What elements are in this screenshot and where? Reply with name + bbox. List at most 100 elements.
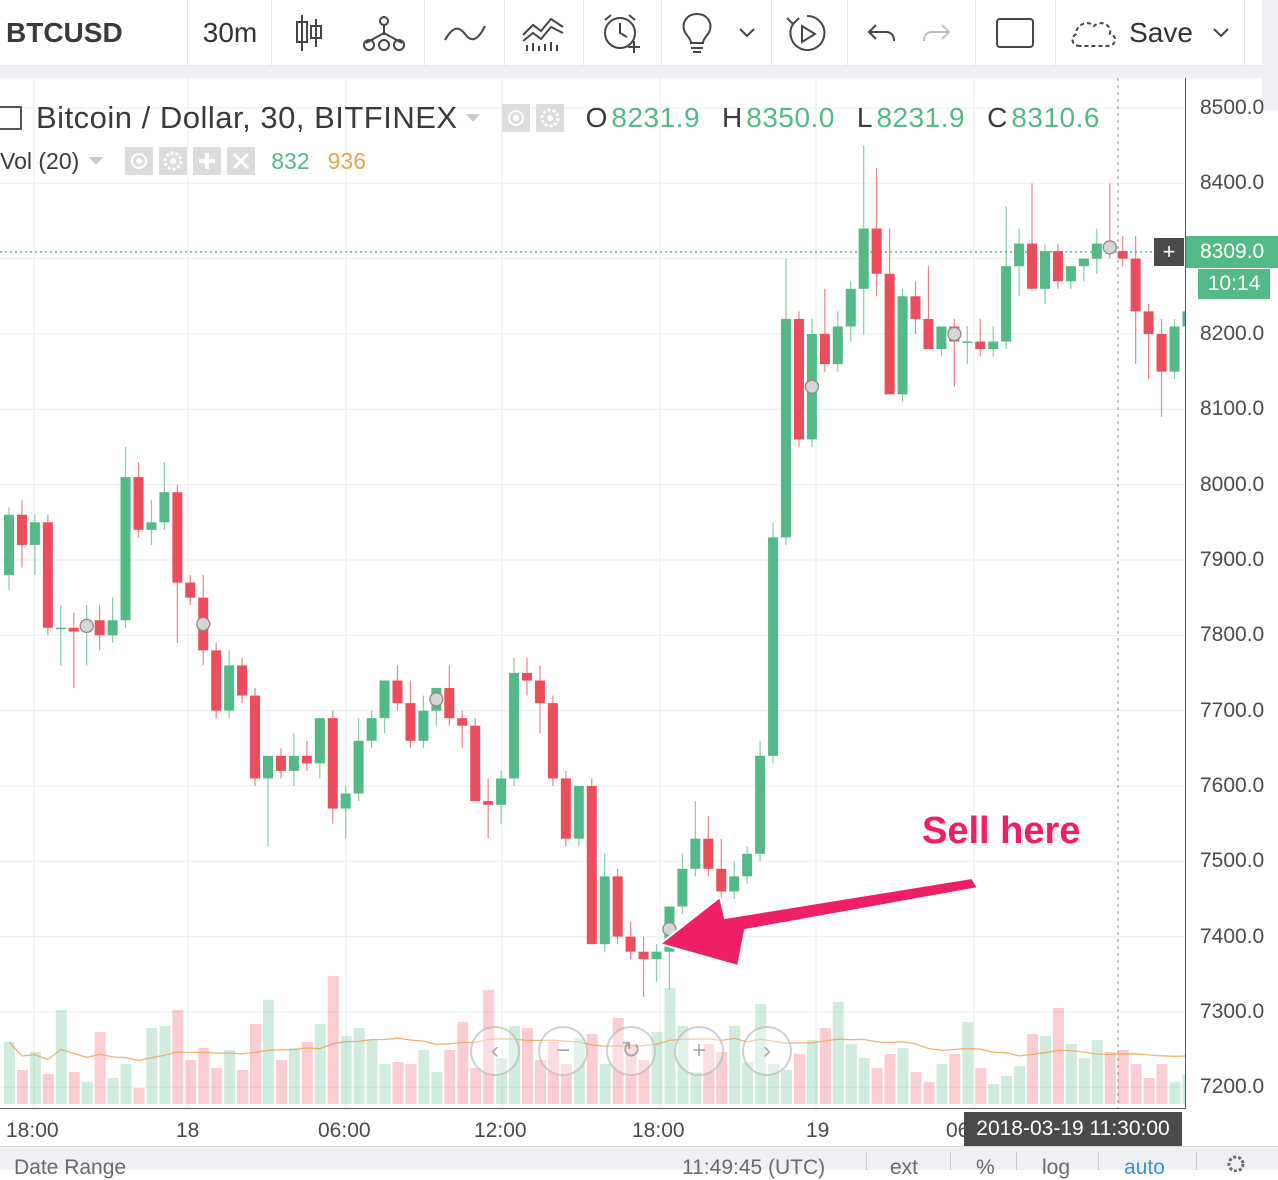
volume-bar [806, 1040, 818, 1104]
volume-bar [107, 1078, 119, 1104]
fullscreen-icon[interactable] [990, 0, 1040, 66]
candle [237, 657, 248, 704]
candles-icon[interactable] [287, 0, 331, 66]
volume-bar [1052, 1008, 1064, 1104]
legend-collapse-icon[interactable] [0, 106, 22, 130]
candle-body [457, 718, 468, 726]
candle-body [159, 492, 170, 523]
cloud-save-icon [1066, 0, 1122, 66]
candle-body [172, 492, 183, 583]
save-button[interactable]: Save [1126, 0, 1196, 66]
candle-body [379, 680, 390, 719]
volume-bar [275, 1060, 287, 1104]
scroll-right-button[interactable]: › [742, 1026, 792, 1076]
volume-dropdown-icon[interactable] [89, 157, 104, 165]
scroll-left-button[interactable]: ‹ [470, 1026, 520, 1076]
crosshair-plus-button[interactable]: + [1154, 238, 1184, 266]
log-toggle[interactable]: log [1042, 1156, 1071, 1179]
volume-bar [29, 1052, 41, 1104]
undo-icon[interactable] [861, 0, 901, 66]
crosshair-time-label: 2018-03-19 11:30:00 [964, 1112, 1182, 1146]
candle [1091, 228, 1102, 274]
candle-body [742, 853, 753, 877]
candle-body [470, 725, 481, 802]
zoom-in-button[interactable]: + [674, 1026, 724, 1076]
eye-icon[interactable] [501, 104, 530, 132]
percent-toggle[interactable]: % [976, 1156, 995, 1179]
candle-body [729, 876, 740, 892]
candle [651, 944, 662, 982]
plus-icon[interactable] [193, 147, 222, 175]
reset-chart-button[interactable]: ↻ [606, 1026, 656, 1076]
bottom-divider [1098, 1152, 1099, 1170]
candle [496, 770, 507, 824]
candle [314, 718, 325, 779]
eye-icon[interactable] [125, 147, 154, 175]
volume-bar [1091, 1040, 1103, 1104]
volume-bar [392, 1062, 404, 1104]
bottom-divider [866, 1152, 867, 1170]
volume-bar [729, 1026, 741, 1104]
gear-icon[interactable] [159, 147, 188, 175]
candle-body [405, 703, 416, 741]
candle-body [975, 341, 986, 350]
candle-body [185, 582, 196, 598]
candle-body [573, 785, 584, 839]
event-marker [1102, 240, 1117, 255]
candle [1078, 258, 1089, 282]
auto-toggle[interactable]: auto [1124, 1156, 1165, 1179]
candle [962, 326, 973, 365]
candle-body [327, 718, 338, 809]
chevron-down-icon[interactable] [734, 0, 760, 66]
gear-icon[interactable] [535, 104, 564, 132]
price-axis-label: 8500.0 [1200, 96, 1265, 119]
candle [819, 288, 830, 372]
time-axis[interactable] [0, 1108, 1186, 1146]
candle [444, 665, 455, 726]
candle [534, 665, 545, 734]
candle-body [1130, 258, 1141, 312]
candle [366, 710, 377, 749]
legend-dropdown-icon[interactable] [465, 114, 480, 122]
alert-clock-icon[interactable] [597, 0, 647, 66]
candle [781, 258, 791, 545]
candle [560, 770, 571, 847]
toolbar-divider [271, 0, 272, 66]
candle-body [237, 665, 248, 696]
replay-icon[interactable] [783, 0, 831, 66]
volume-bar [288, 1048, 300, 1104]
zoom-out-button[interactable]: − [538, 1026, 588, 1076]
candle-body [936, 326, 947, 350]
redo-icon[interactable] [917, 0, 957, 66]
price-axis-label: 7200.0 [1200, 1075, 1265, 1099]
volume-bar [327, 976, 339, 1104]
interval-button[interactable]: 30m [200, 0, 260, 66]
candle-body [1156, 333, 1167, 372]
ideas-lightbulb-icon[interactable] [675, 0, 719, 66]
chevron-down-icon[interactable] [1208, 0, 1234, 66]
time-label: 18:00 [6, 1119, 59, 1142]
candle [910, 281, 921, 334]
ext-toggle[interactable]: ext [890, 1156, 919, 1179]
close-icon[interactable] [227, 147, 256, 175]
date-range-button[interactable]: Date Range [14, 1156, 127, 1179]
time-label: 18 [176, 1119, 200, 1142]
volume-bar [897, 1048, 909, 1104]
candle [172, 484, 183, 643]
indicators-icon[interactable] [357, 0, 411, 66]
volume-bar [573, 1038, 585, 1104]
candle [94, 605, 105, 651]
gear-icon[interactable] [1224, 1152, 1248, 1178]
candle [742, 846, 753, 884]
candle [703, 816, 714, 877]
candle-body [4, 514, 14, 576]
volume-bar [172, 1010, 184, 1104]
financials-icon[interactable] [518, 0, 568, 66]
toolbar-divider [847, 0, 848, 66]
candle-body [910, 296, 921, 319]
compare-icon[interactable] [440, 0, 490, 66]
candle-body [612, 876, 623, 937]
candle [690, 801, 701, 877]
price-chart[interactable] [0, 78, 1186, 1108]
symbol-search-button[interactable]: BTCUSD [6, 0, 123, 66]
